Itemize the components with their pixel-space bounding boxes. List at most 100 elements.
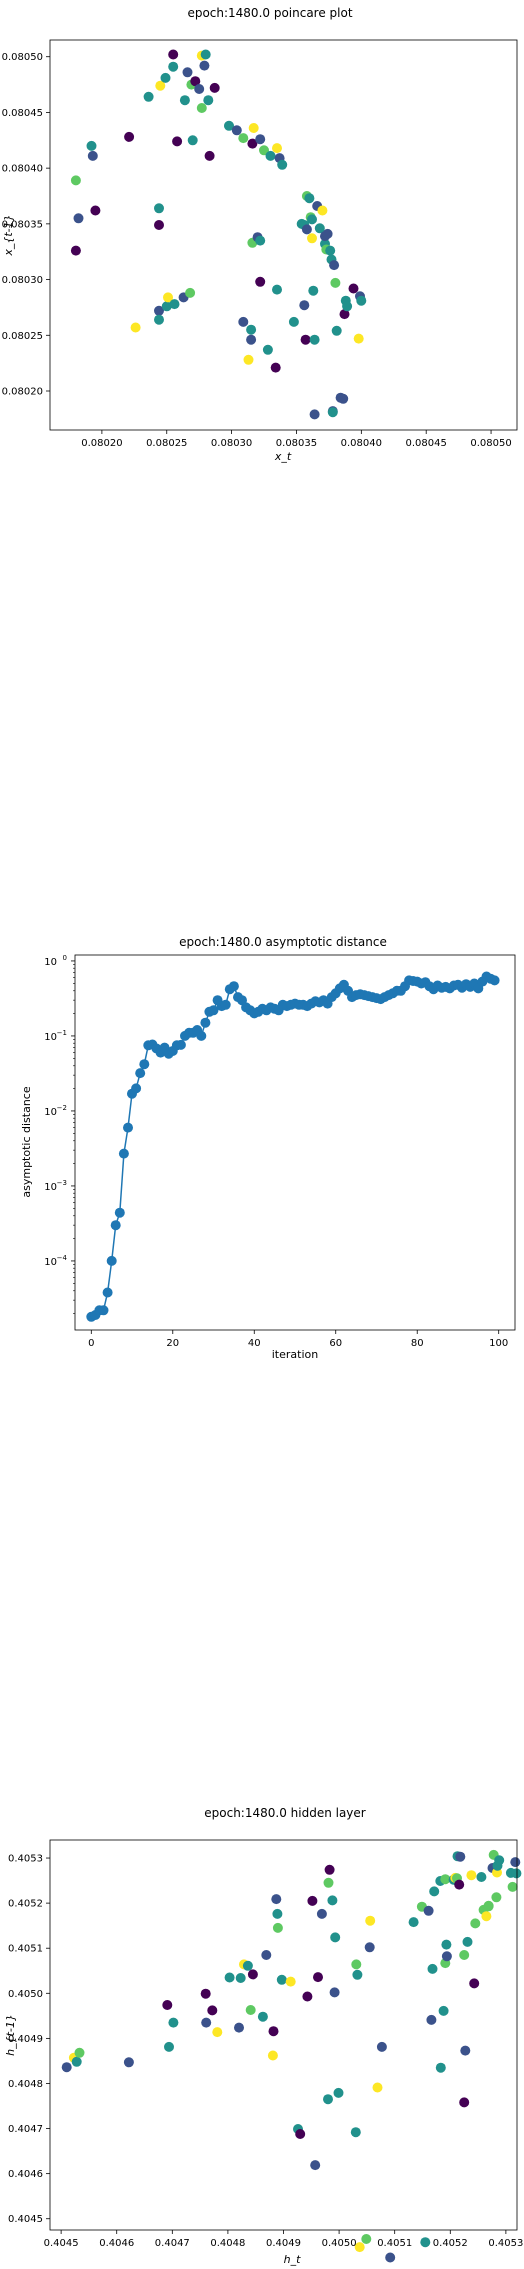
hidden-point — [242, 1960, 253, 1971]
poincare-point — [342, 301, 353, 312]
hidden-point — [200, 1988, 211, 1999]
poincare-y-ticks: 0.08020 0.08025 0.08030 0.08035 0.08040 0.080… — [2, 52, 50, 398]
poincare-point — [185, 287, 196, 298]
hidden-point — [466, 1870, 477, 1881]
poincare-x-tick-label: 0.08035 — [276, 438, 317, 449]
distance-y-tick-exponent: −1 — [57, 1029, 67, 1037]
hidden-point — [323, 2094, 333, 2105]
poincare-point — [272, 284, 282, 295]
hidden-point — [459, 1950, 470, 1960]
distance-title: epoch:1480.0 asymptotic distance — [179, 935, 387, 949]
hidden-y-tick-label: 0.4051 — [8, 1944, 43, 1955]
distance-point — [196, 1030, 207, 1041]
poincare-x-tick-label: 0.08020 — [81, 438, 122, 449]
hidden-point — [268, 2026, 279, 2037]
hidden-point — [440, 1874, 451, 1885]
hidden-point — [427, 1963, 438, 1974]
hidden-x-ticks: 0.4045 0.4046 0.4047 0.4048 0.4049 0.4050 0.40… — [44, 2230, 523, 2249]
hidden-point — [469, 1978, 480, 1989]
poincare-point — [338, 393, 349, 404]
distance-point — [135, 1068, 146, 1079]
poincare-point — [248, 123, 259, 133]
poincare-point — [154, 220, 164, 230]
hidden-point — [365, 1915, 376, 1926]
distance-point — [102, 1287, 113, 1298]
distance-y-tick-exponent: 0 — [63, 954, 67, 962]
hidden-point — [507, 1881, 518, 1892]
hidden-point — [74, 2047, 85, 2058]
poincare-point — [143, 91, 154, 102]
hidden-point — [459, 2097, 470, 2108]
hidden-point — [423, 1905, 434, 1916]
hidden-y-label: h_{t-1} — [4, 2014, 17, 2056]
poincare-point — [309, 409, 320, 420]
hidden-y-tick-label: 0.4046 — [8, 2169, 43, 2180]
hidden-point — [352, 1969, 363, 1980]
hidden-point — [272, 1922, 283, 1933]
distance-x-label: iteration — [272, 1348, 318, 1361]
poincare-point — [90, 205, 101, 216]
distance-y-tick-exponent: −2 — [57, 1104, 67, 1112]
hidden-point — [168, 2017, 179, 2028]
poincare-points — [70, 49, 367, 420]
poincare-point — [163, 292, 173, 303]
poincare-point — [356, 295, 367, 306]
poincare-point — [87, 150, 98, 161]
poincare-y-tick-label: 0.08045 — [2, 108, 43, 119]
poincare-point — [272, 143, 282, 154]
poincare-point — [329, 260, 340, 271]
poincare-point — [246, 324, 257, 335]
hidden-point — [462, 1936, 473, 1947]
distance-y-tick-label: 10 — [44, 957, 57, 968]
hidden-point — [267, 2050, 278, 2061]
hidden-point — [476, 1872, 487, 1882]
hidden-x-tick-label: 0.4053 — [488, 2238, 523, 2249]
hidden-x-tick-label: 0.4046 — [99, 2238, 134, 2249]
distance-y-tick-exponent: −3 — [57, 1179, 67, 1187]
hidden-point — [276, 1974, 287, 1985]
hidden-y-tick-label: 0.4050 — [8, 1989, 43, 2000]
hidden-x-tick-label: 0.4049 — [266, 2238, 301, 2249]
poincare-point — [238, 133, 249, 144]
poincare-y-tick-label: 0.08035 — [2, 219, 43, 230]
hidden-point — [245, 2005, 256, 2015]
poincare-point — [330, 277, 341, 288]
poincare-point — [307, 214, 317, 225]
distance-point — [110, 1220, 121, 1231]
hidden-point — [285, 1976, 296, 1987]
poincare-point — [339, 309, 350, 320]
poincare-point — [247, 138, 258, 149]
hidden-axes-frame — [49, 1839, 518, 2231]
poincare-point — [154, 305, 164, 316]
poincare-point — [203, 95, 214, 106]
hidden-point — [302, 1991, 313, 2002]
distance-y-tick-label: 10 — [44, 1107, 57, 1118]
poincare-y-tick-label: 0.08020 — [2, 387, 43, 398]
hidden-points — [61, 1849, 522, 2263]
hidden-point — [420, 2237, 431, 2248]
poincare-point — [255, 134, 266, 145]
poincare-point — [179, 95, 190, 106]
poincare-x-tick-label: 0.08045 — [406, 438, 447, 449]
hidden-point — [207, 2005, 218, 2016]
distance-axes-frame — [74, 954, 516, 1331]
distance-x-tick-label: 100 — [489, 1338, 508, 1349]
hidden-point — [261, 1950, 272, 1960]
distance-point — [220, 999, 231, 1010]
poincare-x-tick-label: 0.08025 — [146, 438, 187, 449]
poincare-y-label: x_{t-1} — [2, 214, 15, 256]
hidden-point — [164, 2041, 174, 2052]
poincare-point — [314, 223, 325, 234]
poincare-point — [238, 316, 249, 327]
poincare-point — [196, 103, 207, 113]
hidden-point — [438, 2005, 449, 2016]
poincare-point — [70, 175, 81, 186]
hidden-x-tick-label: 0.4050 — [322, 2238, 357, 2249]
hidden-point — [234, 2022, 244, 2033]
hidden-point — [460, 2045, 471, 2056]
poincare-point — [301, 224, 312, 235]
distance-point — [114, 1207, 125, 1218]
distance-series — [86, 971, 500, 1322]
hidden-point — [71, 2056, 82, 2067]
poincare-point — [199, 60, 210, 71]
